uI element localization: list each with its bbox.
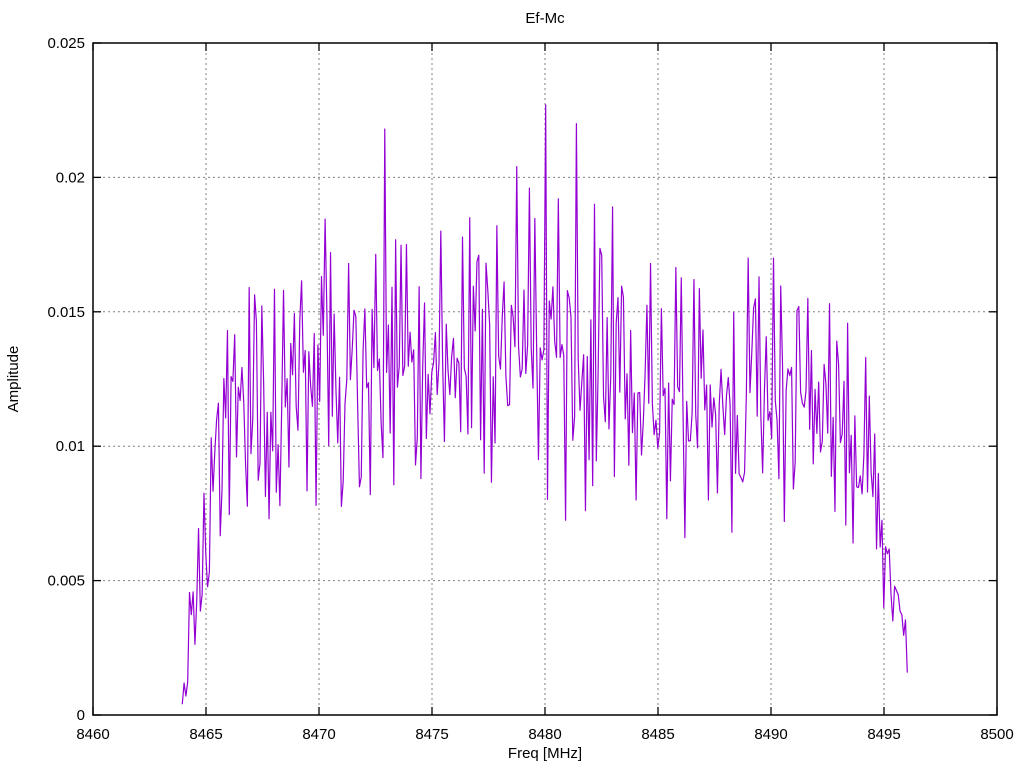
svg-text:0.015: 0.015: [47, 304, 85, 321]
svg-text:8470: 8470: [302, 726, 335, 743]
svg-text:8460: 8460: [76, 726, 109, 743]
svg-text:8495: 8495: [867, 726, 900, 743]
svg-text:0: 0: [77, 707, 85, 724]
svg-text:0.025: 0.025: [47, 35, 85, 52]
x-axis-label: Freq [MHz]: [507, 745, 583, 762]
svg-text:0.005: 0.005: [47, 573, 85, 590]
svg-text:0.01: 0.01: [56, 438, 85, 455]
svg-text:8480: 8480: [528, 726, 561, 743]
svg-text:8500: 8500: [980, 726, 1013, 743]
svg-text:8465: 8465: [189, 726, 222, 743]
svg-text:8490: 8490: [754, 726, 787, 743]
svg-text:8485: 8485: [641, 726, 674, 743]
chart-title: Ef-Mc: [525, 10, 565, 27]
svg-text:8475: 8475: [415, 726, 448, 743]
svg-text:0.02: 0.02: [56, 169, 85, 186]
